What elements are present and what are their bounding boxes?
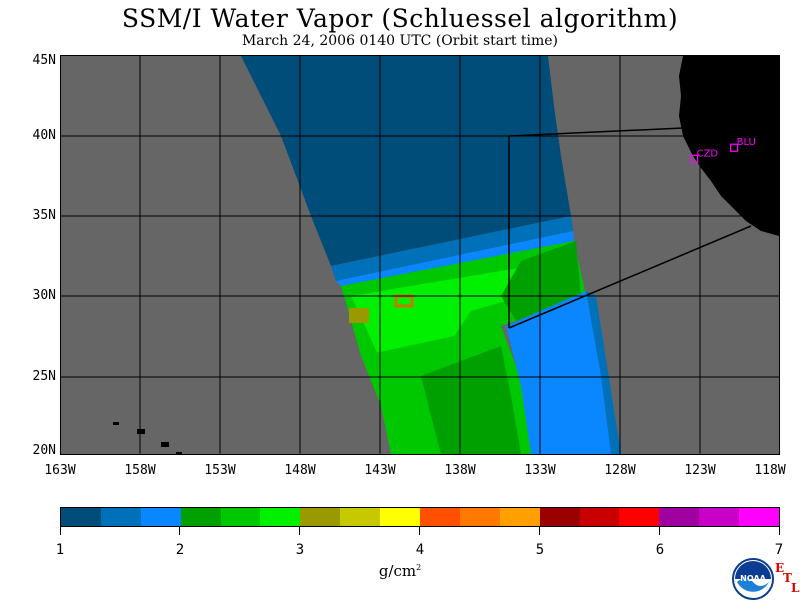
swath-light-blue-band xyxy=(336,231,574,286)
colorbar-segment-3 xyxy=(180,508,221,526)
swath-transition-band xyxy=(331,216,573,281)
lon-label-163w: 163W xyxy=(44,463,76,478)
analysis-lines xyxy=(508,127,752,329)
island-kauai xyxy=(113,422,119,425)
lon-label-133w: 133W xyxy=(524,463,556,478)
colorbar-segment-11 xyxy=(499,508,540,526)
colorbar-unit-label: g/cm2 xyxy=(370,562,430,580)
unit-exponent: 2 xyxy=(416,563,422,572)
lat-label-20n: 20N xyxy=(32,443,56,458)
colorbar-segment-7 xyxy=(340,508,381,526)
lon-label-148w: 148W xyxy=(284,463,316,478)
colorbar-segment-15 xyxy=(659,508,700,526)
swath-dark-green-south xyxy=(421,346,521,454)
colorbar-segment-13 xyxy=(579,508,620,526)
etl-letter-e: E xyxy=(775,561,785,575)
noaa-logo: NOAA xyxy=(732,558,774,600)
colorbar-segment-0 xyxy=(61,508,101,526)
lat-label-30n: 30N xyxy=(32,288,56,303)
colorbar-segment-5 xyxy=(260,508,301,526)
water-vapor-map: CZD BLU xyxy=(60,55,780,455)
colorbar-tick xyxy=(659,527,660,535)
colorbar-label-5: 5 xyxy=(535,542,545,558)
island-oahu xyxy=(137,429,145,434)
colorbar-label-3: 3 xyxy=(295,542,305,558)
colorbar-tick xyxy=(779,527,780,535)
olive-patch xyxy=(349,308,369,323)
lat-label-35n: 35N xyxy=(32,208,56,223)
unit-text: g/cm xyxy=(378,562,417,580)
lat-lon-grid xyxy=(61,56,779,454)
noaa-logo-text: NOAA xyxy=(740,574,766,583)
station-markers: CZD BLU xyxy=(689,137,756,164)
colorbar-tick xyxy=(539,527,540,535)
colorbar-label-1: 1 xyxy=(55,542,65,558)
colorbar-tick xyxy=(179,527,180,535)
colorbar-segment-9 xyxy=(420,508,460,526)
lat-label-40n: 40N xyxy=(32,128,56,143)
colorbar-segment-17 xyxy=(739,508,780,526)
map-title: SSM/I Water Vapor (Schluessel algorithm) xyxy=(121,4,679,33)
colorbar-tick xyxy=(60,527,61,535)
map-subtitle: March 24, 2006 0140 UTC (Orbit start tim… xyxy=(241,33,559,49)
colorbar-label-6: 6 xyxy=(655,542,665,558)
colorbar-label-2: 2 xyxy=(175,542,185,558)
lon-label-128w: 128W xyxy=(604,463,636,478)
station-label-czd: CZD xyxy=(697,148,719,159)
colorbar-segment-14 xyxy=(619,508,660,526)
island-maui xyxy=(161,442,169,447)
station-label-blu: BLU xyxy=(737,137,756,148)
color-scale-bar xyxy=(60,507,780,527)
station-marker-blu xyxy=(729,143,739,152)
map-canvas: CZD BLU xyxy=(61,56,779,454)
lon-label-138w: 138W xyxy=(444,463,476,478)
lon-label-153w: 153W xyxy=(204,463,236,478)
swath-high-latitude xyxy=(241,56,571,266)
lon-label-143w: 143W xyxy=(364,463,396,478)
colorbar-segment-2 xyxy=(140,508,181,526)
lat-label-25n: 25N xyxy=(32,369,56,384)
colorbar-segment-4 xyxy=(220,508,261,526)
analysis-line-diagonal xyxy=(508,225,752,329)
colorbar-segment-16 xyxy=(699,508,740,526)
etl-letter-l: L xyxy=(791,581,800,595)
island-hawaii xyxy=(176,452,182,454)
swath-light-blue-southeast xyxy=(506,291,616,454)
colorbar-segment-12 xyxy=(539,508,580,526)
lat-label-45n: 45N xyxy=(32,53,56,68)
swath-bright-green xyxy=(351,266,541,361)
colorbar-segment-10 xyxy=(459,508,500,526)
colorbar-segment-1 xyxy=(100,508,141,526)
land-california xyxy=(679,56,779,236)
swath-dark-green xyxy=(501,241,581,321)
colorbar-tick xyxy=(299,527,300,535)
colorbar-label-4: 4 xyxy=(415,542,425,558)
analysis-line-top xyxy=(508,127,684,137)
etl-letter-t: T xyxy=(783,571,792,585)
lon-label-123w: 123W xyxy=(684,463,716,478)
swath-medium-blue-edge xyxy=(586,291,621,454)
lon-label-118w: 118W xyxy=(754,463,786,478)
lon-label-158w: 158W xyxy=(124,463,156,478)
station-marker-czd xyxy=(689,154,699,164)
colorbar-segment-8 xyxy=(380,508,421,526)
colorbar-label-7: 7 xyxy=(774,542,784,558)
colorbar-tick xyxy=(419,527,420,535)
colorbar-segment-6 xyxy=(300,508,341,526)
